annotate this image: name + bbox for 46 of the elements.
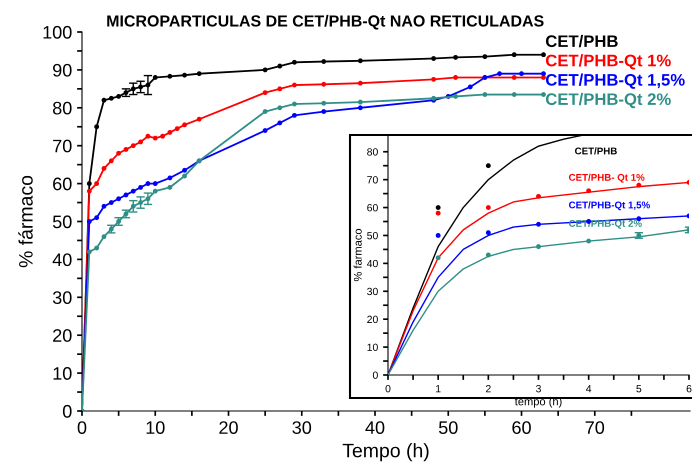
series-label: CET/PHB-Qt 1% (546, 54, 671, 70)
series-label: CET/PHB-Qt 2% (546, 92, 671, 108)
x-tick-label: 20 (219, 421, 238, 434)
text: CET/PHB (575, 147, 617, 155)
y-tick-label: 30 (367, 288, 378, 296)
y-tick-label: 40 (366, 260, 378, 268)
x-axis-title: Tempo (h) (342, 443, 429, 462)
x-tick-label: 0 (386, 384, 390, 392)
y-tick-label: 60 (367, 204, 378, 212)
series-label: CET/PHB-Qt 1,5% (569, 201, 650, 210)
series-label: CET/PHB-Qt 2% (569, 220, 642, 229)
x-tick-label: 0 (78, 421, 86, 434)
y-tick-label: 20 (367, 316, 378, 324)
series-label: CET/PHB- Qt 1% (569, 174, 645, 183)
y-tick-label: 60 (53, 178, 72, 190)
y-tick-label: 20 (53, 329, 72, 342)
x-tick-label: 3 (536, 384, 541, 392)
y-tick-label: 10 (54, 367, 72, 380)
x-tick-label: 4 (586, 385, 592, 392)
y-tick-label: 50 (367, 232, 378, 240)
y-tick-label: 0 (62, 404, 72, 418)
y-tick-label: 50 (52, 215, 72, 228)
x-tick-label: 5 (636, 385, 642, 392)
x-tick-label: 2 (486, 384, 491, 392)
y-tick-label: 100 (44, 26, 72, 39)
y-axis-title: % farmaco (354, 228, 362, 282)
y-tick-label: 0 (372, 372, 378, 379)
y-tick-label: 30 (52, 291, 72, 304)
x-tick-label: 10 (146, 421, 165, 434)
y-tick-label: 10 (367, 344, 378, 351)
y-tick-label: 90 (53, 64, 72, 77)
series-label: CET/PHB (546, 34, 618, 48)
y-tick-label: 70 (367, 176, 378, 184)
series-label: CET/PHB-Qt 1,5% (546, 74, 685, 89)
y-tick-label: 70 (53, 140, 72, 152)
y-tick-label: 80 (52, 102, 72, 115)
x-tick-label: 50 (438, 421, 458, 434)
chart-title: MICROPARTICULAS DE CET/PHB-Qt NAO RETICULADAS (107, 14, 544, 30)
x-tick-label: 30 (292, 421, 312, 434)
y-axis-title: % fármaco (18, 176, 33, 268)
y-tick-label: 40 (52, 253, 72, 266)
x-tick-label: 70 (586, 421, 604, 434)
x-tick-label: 60 (512, 421, 531, 434)
y-tick-label: 80 (367, 148, 378, 156)
x-tick-label: 1 (436, 385, 441, 392)
x-tick-label: 6 (686, 384, 692, 392)
